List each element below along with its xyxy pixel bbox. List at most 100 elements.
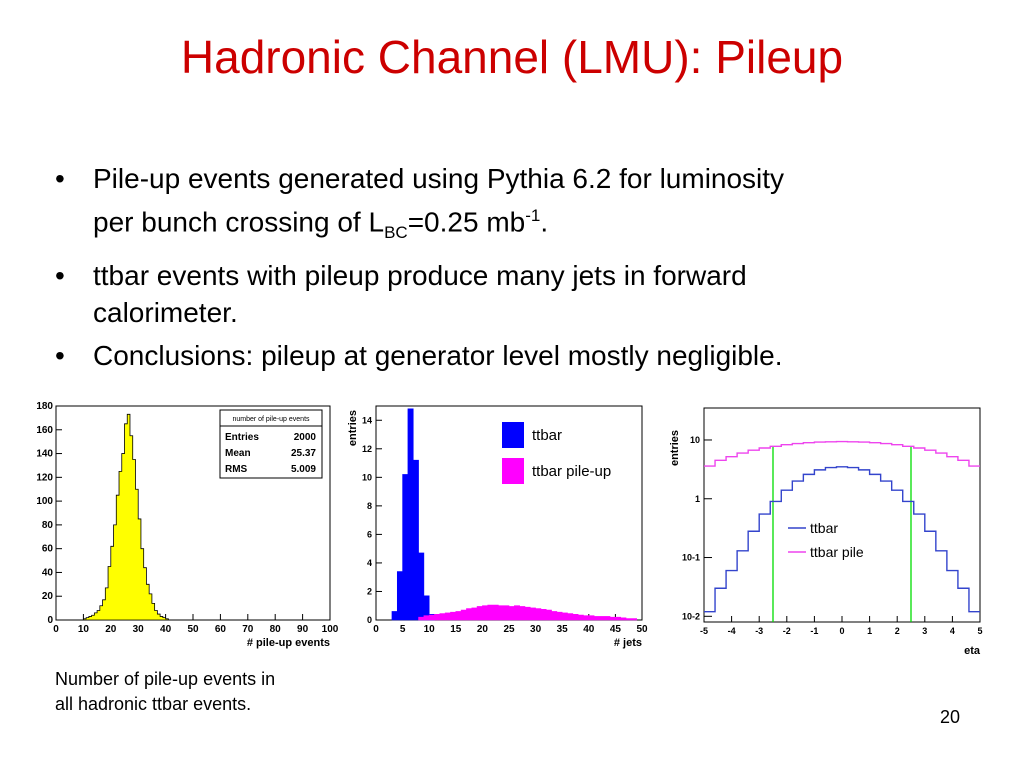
- stats-label: Mean: [225, 448, 251, 459]
- y-tick-label: 80: [42, 520, 54, 531]
- x-tick-label: -3: [755, 626, 763, 636]
- legend-label: ttbar pile-up: [532, 463, 611, 480]
- pileup-events-histogram: 0 20 40 60 80 100 120 140 160 180 0 10 20 30 40 50 60 70 8…: [36, 401, 339, 649]
- x-tick-label: -2: [783, 626, 791, 636]
- y-tick-label: 140: [36, 449, 53, 460]
- y-tick-label: 8: [367, 501, 372, 511]
- histogram-series-ttbar: [391, 408, 435, 621]
- slide-title: Hadronic Channel (LMU): Pileup: [180, 31, 844, 83]
- y-tick-label: 10-1: [682, 553, 700, 563]
- histogram-bars: [83, 413, 169, 621]
- x-tick-label: 50: [636, 624, 648, 635]
- x-tick-label: 25: [503, 624, 515, 635]
- bullet-item: • Conclusions: pileup at generator level …: [55, 337, 975, 374]
- y-tick-label: 10: [362, 472, 372, 482]
- bullet-dot: •: [55, 163, 65, 194]
- x-tick-label: 80: [270, 624, 282, 635]
- x-tick-label: -5: [700, 626, 708, 636]
- x-tick-label: 2: [895, 626, 900, 636]
- bullet-line: Conclusions: pileup at generator level m…: [93, 337, 975, 374]
- x-tick-label: 40: [160, 624, 172, 635]
- y-tick-label: 10-2: [682, 611, 700, 621]
- x-tick-label: 20: [105, 624, 117, 635]
- x-tick-label: 90: [297, 624, 309, 635]
- stats-label: RMS: [225, 464, 248, 475]
- x-tick-label: 1: [867, 626, 872, 636]
- stats-value: 2000: [294, 432, 317, 443]
- y-axis-label: entries: [347, 410, 359, 446]
- bullet-line: ttbar events with pileup produce many je…: [93, 257, 975, 294]
- y-tick-label: 10: [690, 435, 700, 445]
- y-tick-label: 40: [42, 567, 54, 578]
- bullet-list: • Pile-up events generated using Pythia 6…: [55, 160, 975, 380]
- series-line-ttbar-pile: [704, 440, 980, 467]
- x-tick-label: 0: [373, 624, 379, 635]
- x-axis-label: # pile-up events: [247, 637, 330, 649]
- stats-box-title: number of pile-up events: [232, 416, 310, 423]
- bullet-item: • Pile-up events generated using Pythia 6…: [55, 160, 975, 251]
- legend-label: ttbar: [810, 520, 838, 536]
- page-number: 20: [940, 707, 961, 727]
- legend-label: ttbar pile: [810, 544, 864, 560]
- series-line-ttbar: [704, 466, 980, 613]
- x-tick-label: 60: [215, 624, 227, 635]
- y-tick-label: 100: [36, 496, 53, 507]
- figure-caption: Number of pile-up events in all hadronic…: [55, 667, 275, 717]
- x-tick-label: 100: [322, 624, 339, 635]
- x-tick-label: 3: [922, 626, 927, 636]
- x-axis-label: eta: [964, 645, 981, 657]
- y-tick-label: 20: [42, 591, 54, 602]
- x-tick-label: 70: [242, 624, 254, 635]
- caption-line: Number of pile-up events in: [55, 669, 276, 689]
- histogram-series-ttbar-pileup: [418, 604, 637, 621]
- bullet-dot: •: [55, 259, 65, 291]
- x-axis-label: # jets: [614, 637, 642, 649]
- x-tick-label: -1: [810, 626, 818, 636]
- x-tick-label: 40: [583, 624, 595, 635]
- plot-frame: [703, 407, 981, 623]
- bullet-line: calorimeter.: [93, 294, 975, 331]
- bullet-text: Pile-up events generated using Pythia 6.…: [93, 163, 785, 194]
- bullet-item: • ttbar events with pileup produce many j…: [55, 257, 975, 331]
- caption-line: all hadronic ttbar events.: [55, 694, 252, 714]
- bullet-text: =0.25 mb: [407, 206, 526, 238]
- x-tick-label: 50: [187, 624, 199, 635]
- x-tick-label: 45: [610, 624, 622, 635]
- x-tick-label: 5: [977, 626, 982, 636]
- x-tick-label: 30: [530, 624, 542, 635]
- x-tick-label: -4: [728, 626, 736, 636]
- y-tick-label: 2: [367, 586, 372, 596]
- x-tick-label: 10: [424, 624, 436, 635]
- y-tick-label: 6: [367, 529, 372, 539]
- y-tick-label: 14: [362, 415, 372, 425]
- bullet-text: ttbar events with pileup produce many je…: [93, 259, 747, 291]
- x-tick-label: 30: [133, 624, 145, 635]
- y-tick-label: 4: [367, 558, 372, 568]
- stats-value: 5.009: [291, 464, 316, 475]
- bullet-text: .: [540, 206, 549, 238]
- subscript-text: BC: [384, 222, 408, 242]
- x-tick-label: 20: [477, 624, 489, 635]
- y-tick-label: 1: [695, 494, 700, 504]
- y-tick-label: 0: [367, 615, 372, 625]
- x-tick-label: 15: [450, 624, 462, 635]
- y-tick-label: 60: [42, 544, 54, 555]
- x-tick-label: 4: [950, 626, 955, 636]
- y-tick-label: 120: [36, 472, 53, 483]
- legend-swatch: [502, 422, 524, 448]
- y-tick-label: 160: [36, 425, 53, 436]
- jets-histogram: 0 2 4 6 8 10 12 14 0 5 10 15 20 25 30 35 40 45 50 ttbar ttba…: [347, 405, 648, 649]
- legend-label: ttbar: [532, 427, 562, 444]
- x-tick-label: 0: [53, 624, 59, 635]
- x-tick-label: 5: [400, 624, 406, 635]
- superscript-text: -1: [525, 206, 541, 225]
- bullet-dot: •: [55, 339, 65, 371]
- x-tick-label: 0: [839, 626, 844, 636]
- x-tick-label: 35: [557, 624, 569, 635]
- bullet-line: Pile-up events generated using Pythia 6.…: [93, 160, 975, 197]
- bullet-text: Conclusions: pileup at generator level m…: [93, 339, 783, 371]
- stats-label: Entries: [225, 432, 259, 443]
- legend-swatch: [502, 458, 524, 484]
- bullet-text: calorimeter.: [93, 296, 238, 328]
- y-tick-label: 180: [36, 401, 53, 412]
